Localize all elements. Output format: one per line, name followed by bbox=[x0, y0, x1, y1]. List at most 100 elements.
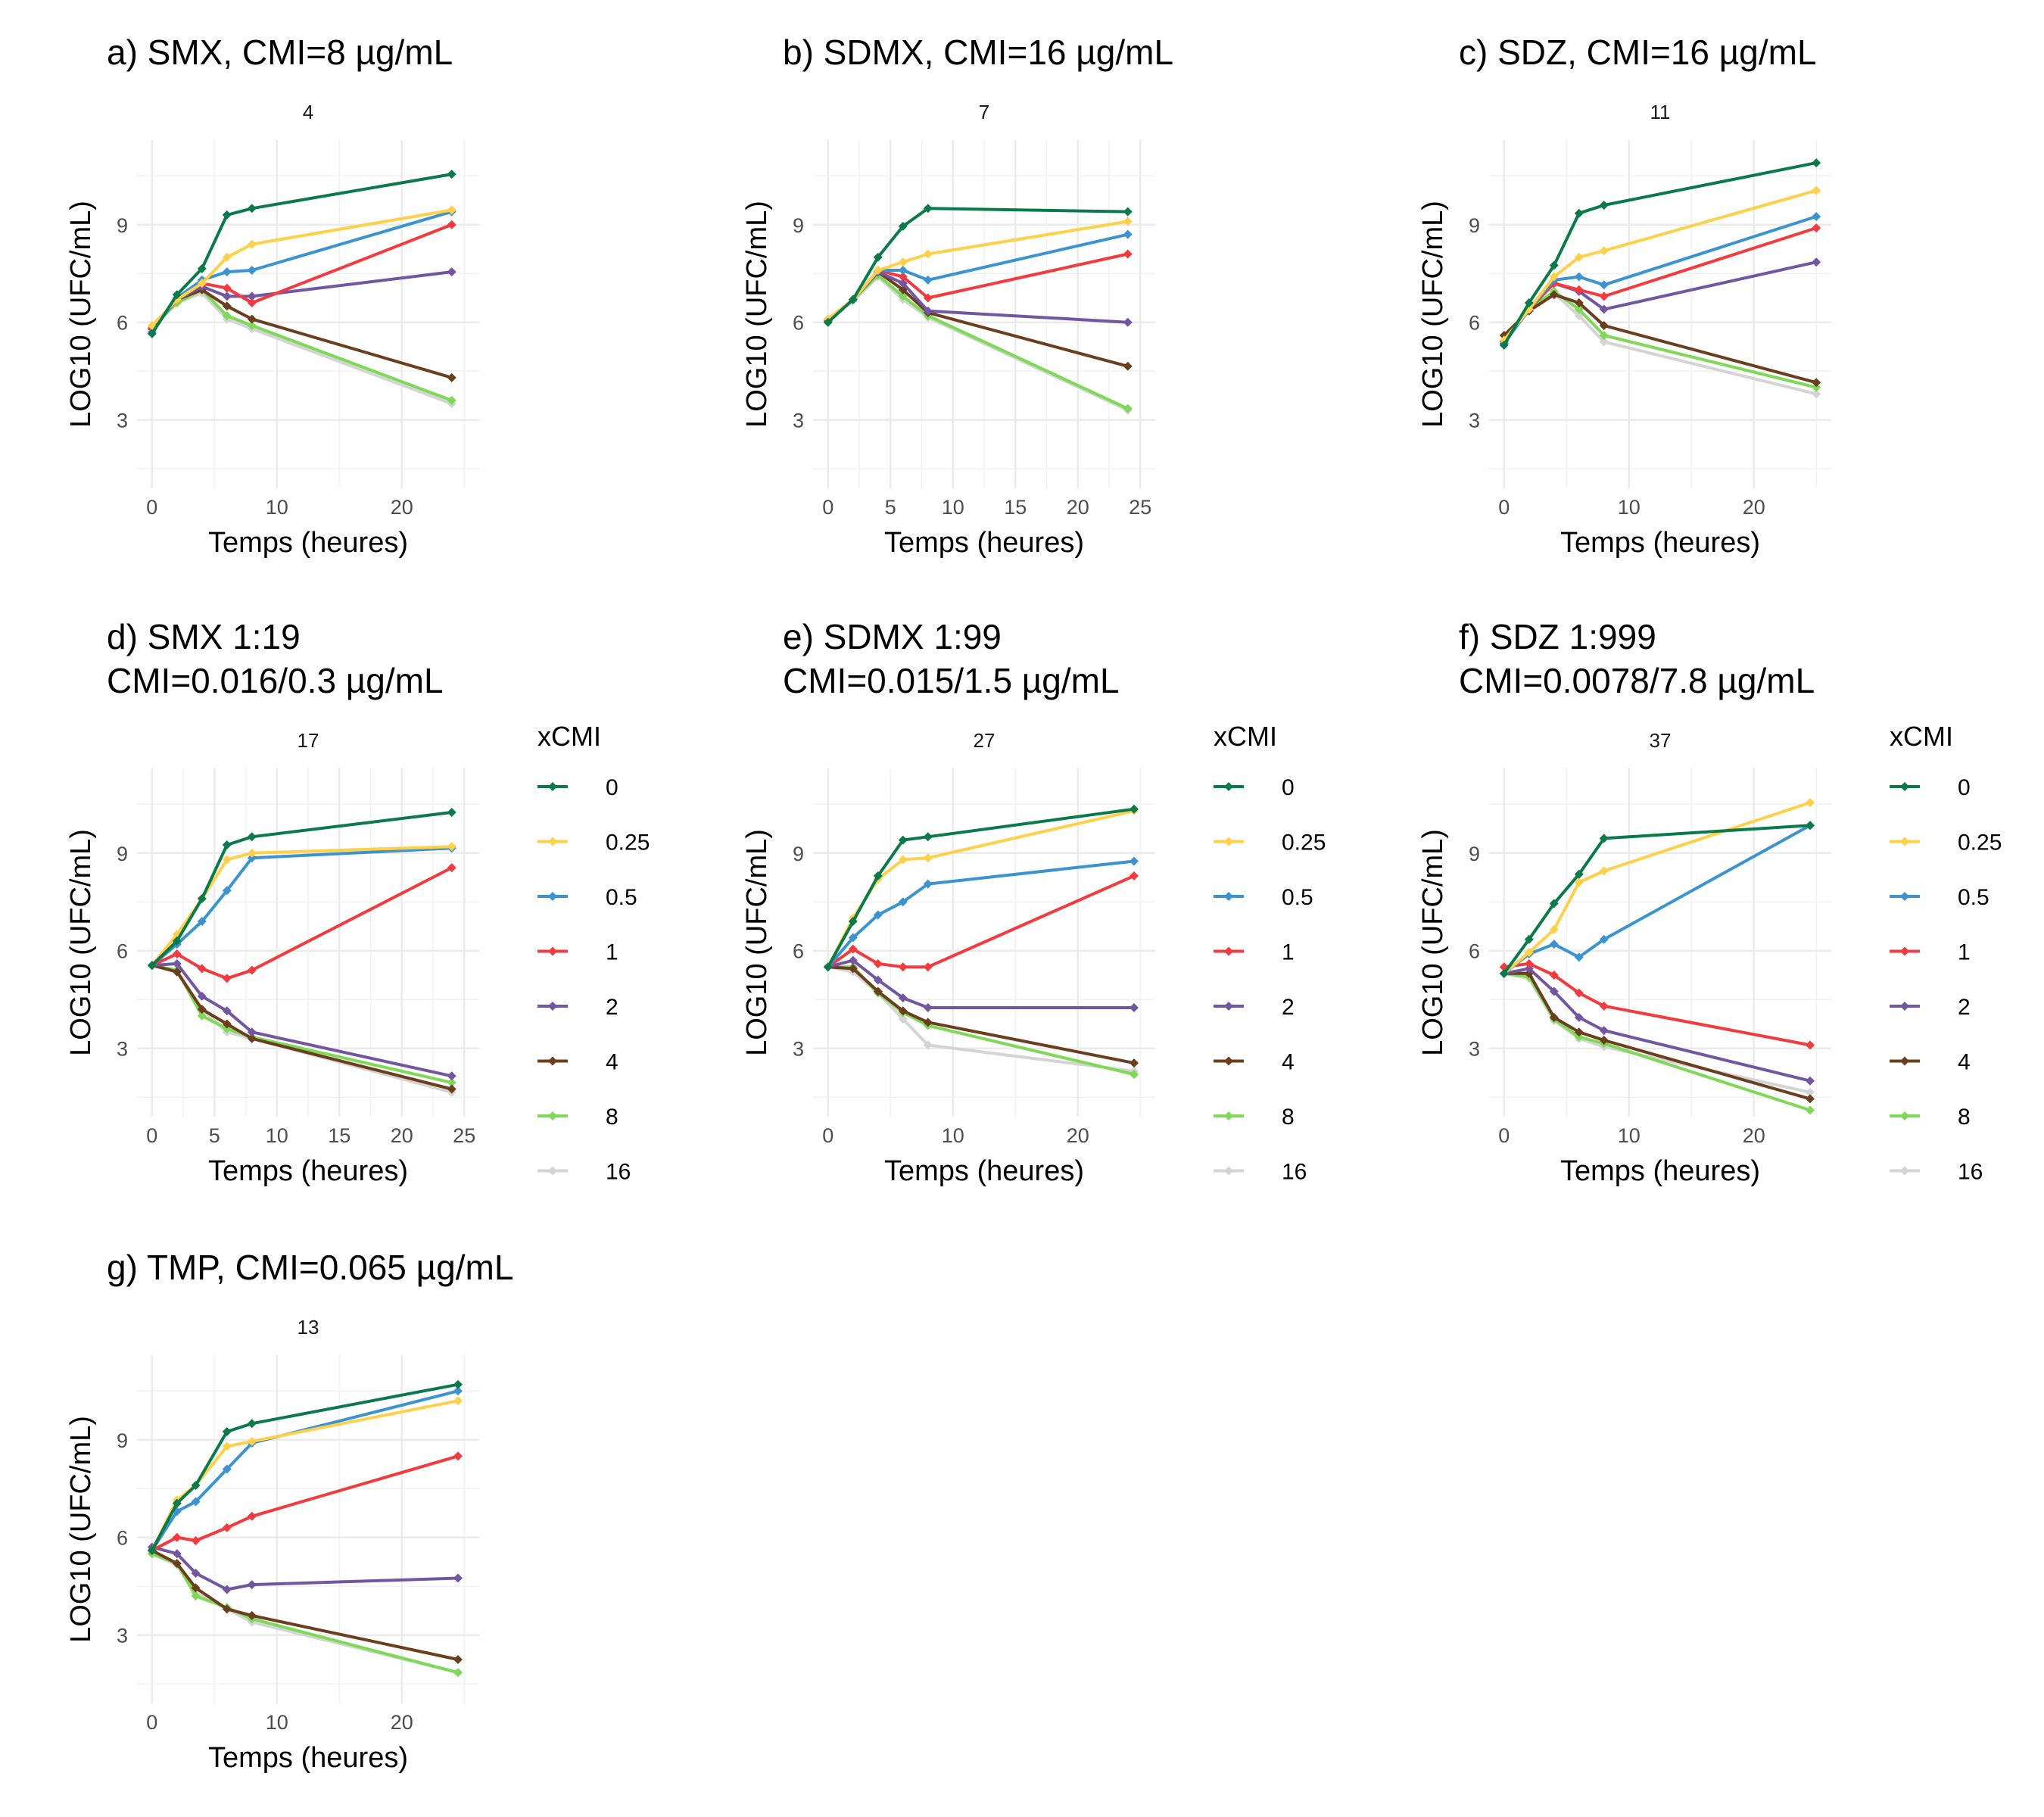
data-point bbox=[1812, 257, 1821, 267]
data-point bbox=[1574, 988, 1584, 998]
strip-label: 7 bbox=[979, 101, 989, 123]
data-point bbox=[1549, 290, 1559, 300]
data-point bbox=[1599, 834, 1609, 843]
data-point bbox=[923, 275, 933, 285]
x-tick-label: 10 bbox=[942, 1124, 964, 1147]
data-point bbox=[873, 252, 883, 262]
legend-title: xCMI bbox=[1890, 721, 1953, 752]
legend-item: 4 bbox=[1890, 1050, 1971, 1075]
legend-label: 0.25 bbox=[1282, 831, 1326, 856]
data-point bbox=[873, 986, 883, 996]
legend-item: 8 bbox=[537, 1105, 618, 1130]
legend-item: 0 bbox=[1890, 775, 1971, 800]
chart-title: g) TMP, CMI=0.065 µg/mL bbox=[107, 1248, 513, 1287]
data-point bbox=[923, 879, 933, 889]
data-point bbox=[197, 917, 207, 927]
legend-swatch-marker bbox=[1900, 1166, 1909, 1176]
series-line-2 bbox=[151, 961, 453, 1078]
legend-swatch-marker bbox=[1900, 782, 1909, 791]
data-point bbox=[1549, 924, 1559, 934]
data-point bbox=[172, 958, 182, 968]
x-tick-label: 10 bbox=[1618, 496, 1640, 519]
series-line-2 bbox=[151, 1545, 459, 1591]
data-point bbox=[172, 1549, 182, 1559]
chart-title: c) SDZ, CMI=16 µg/mL bbox=[1459, 33, 1817, 72]
data-point bbox=[447, 842, 456, 852]
x-tick-label: 0 bbox=[822, 496, 833, 519]
data-point bbox=[247, 321, 257, 331]
data-point bbox=[453, 1379, 463, 1389]
y-tick-label: 9 bbox=[793, 214, 804, 237]
legend-item: 0.25 bbox=[1890, 831, 2002, 856]
data-point bbox=[848, 964, 858, 974]
data-point bbox=[197, 991, 207, 1001]
legend-title: xCMI bbox=[537, 721, 601, 752]
data-point bbox=[1123, 404, 1133, 413]
data-point bbox=[1599, 1035, 1609, 1045]
data-point bbox=[191, 1536, 201, 1546]
data-point bbox=[222, 1464, 232, 1474]
x-tick-label: 0 bbox=[822, 1124, 833, 1147]
data-point bbox=[172, 1532, 182, 1542]
strip-label: 11 bbox=[1650, 101, 1671, 123]
series-line-0 bbox=[151, 811, 452, 967]
data-point bbox=[1812, 382, 1821, 392]
data-point bbox=[1499, 340, 1509, 350]
data-point bbox=[1599, 1026, 1609, 1036]
data-point bbox=[1812, 185, 1821, 195]
data-point bbox=[1123, 317, 1133, 327]
y-tick-label: 3 bbox=[793, 1038, 804, 1061]
legend-label: 0 bbox=[606, 775, 618, 800]
legend-label: 1 bbox=[1958, 940, 1971, 965]
legend-swatch-marker bbox=[1900, 946, 1909, 956]
data-point bbox=[453, 1451, 463, 1461]
data-point bbox=[247, 965, 257, 975]
data-point bbox=[247, 1033, 257, 1043]
legend-item: 0.5 bbox=[1890, 885, 1989, 910]
strip-label: 17 bbox=[298, 729, 319, 752]
legend-item: 16 bbox=[1890, 1160, 1983, 1185]
data-point bbox=[1549, 272, 1559, 282]
chart-title: b) SDMX, CMI=16 µg/mL bbox=[783, 33, 1173, 72]
legend-swatch-marker bbox=[1900, 837, 1909, 846]
legend-item: 8 bbox=[1890, 1105, 1971, 1130]
legend-label: 0.5 bbox=[1958, 885, 1989, 910]
data-point bbox=[1805, 821, 1815, 831]
series-line-2 bbox=[151, 270, 452, 330]
chart-title: CMI=0.0078/7.8 µg/mL bbox=[1459, 661, 1815, 700]
data-point bbox=[191, 1591, 201, 1601]
legend-swatch-marker bbox=[1224, 1056, 1233, 1066]
data-point bbox=[1574, 1027, 1584, 1037]
legend-swatch-marker bbox=[548, 892, 557, 901]
data-point bbox=[923, 832, 933, 842]
data-point bbox=[172, 967, 182, 977]
data-point bbox=[898, 855, 908, 865]
data-point bbox=[1599, 321, 1609, 331]
data-point bbox=[1574, 252, 1584, 262]
legend-label: 16 bbox=[1958, 1160, 1983, 1185]
data-point bbox=[923, 204, 933, 213]
x-axis-label: Temps (heures) bbox=[208, 527, 408, 559]
data-point bbox=[1123, 217, 1133, 226]
data-point bbox=[1549, 940, 1559, 949]
x-tick-label: 0 bbox=[146, 496, 157, 519]
chart-c: c) SDZ, CMI=16 µg/mL 11 0 10 20 3 6 9 Temps (heu… bbox=[1417, 33, 1831, 559]
data-point bbox=[247, 1610, 257, 1620]
data-point bbox=[147, 329, 157, 338]
data-point bbox=[247, 1511, 257, 1521]
x-tick-label: 25 bbox=[1129, 496, 1151, 519]
data-point bbox=[1812, 158, 1821, 168]
legend-swatch-marker bbox=[548, 1056, 557, 1066]
data-point bbox=[898, 272, 908, 282]
legend-swatch-marker bbox=[1900, 1056, 1909, 1066]
legend-label: 0.5 bbox=[1282, 885, 1313, 910]
series-line-0.25 bbox=[151, 208, 453, 327]
data-point bbox=[1524, 934, 1534, 944]
chart-title: a) SMX, CMI=8 µg/mL bbox=[107, 33, 453, 72]
data-point bbox=[898, 993, 908, 1003]
data-point bbox=[197, 893, 207, 903]
